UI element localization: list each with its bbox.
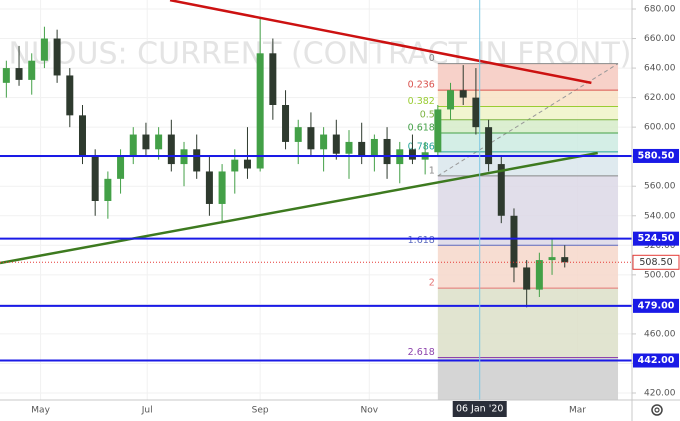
x-tick-label: Mar [569,406,586,416]
candle-body [510,215,518,268]
y-tick-label: 560.00 [644,182,676,192]
candle-body [358,141,366,157]
y-tick-label: 540.00 [644,211,676,221]
fib-level-label: 0.618 [408,123,435,134]
y-tick-label: 420.00 [644,389,676,399]
fib-level-label: 1 [429,165,435,176]
fib-zone [437,119,619,134]
fib-zone [437,90,619,107]
candle-body [345,141,353,154]
candle-body [535,260,543,290]
fib-level-label: 0 [429,53,435,64]
y-tick-label: 600.00 [644,123,676,133]
candles [2,17,569,308]
candle-body [218,171,226,204]
candle-body [459,90,467,98]
y-tick-label: 640.00 [644,64,676,74]
fib-zone [437,288,619,358]
y-tick-label: 680.00 [644,5,676,15]
fib-zone [437,63,619,91]
candle-body [472,97,480,128]
level-tag [633,298,679,313]
last-price-label: 508.50 [639,257,672,268]
candle-body [91,156,99,201]
candle-body [193,149,201,172]
candle-body [408,149,416,160]
candle-body [485,127,493,165]
level-tag-label: 580.50 [638,150,675,161]
candle-body [497,164,505,216]
y-tick-label: 460.00 [644,329,676,339]
candle-body [104,178,112,201]
axes: 420.00440.00460.00480.00500.00520.00540.… [31,5,680,417]
candle-body [28,60,36,80]
candle-body [155,134,163,150]
trendline [0,151,598,265]
level-tag [633,231,679,246]
fib-level-label: 0.786 [408,141,435,152]
fib-zone [437,175,619,246]
settings-icon[interactable] [651,404,663,416]
candle-body [523,267,531,290]
gear-hub[interactable] [654,407,660,413]
candle-body [129,134,137,157]
last-price-tag [632,254,680,270]
candle-body [167,134,175,165]
crosshair-label: 06 Jan '20 [456,404,503,415]
fib-level-label: 2.618 [408,347,435,358]
candle-body [205,171,213,204]
y-tick-label: 620.00 [644,93,676,103]
y-tick-label: 500.00 [644,270,676,280]
candle-body [243,159,251,169]
fib-zone [437,106,619,120]
overlays [0,0,632,400]
candle-body [370,138,378,157]
candle-body [282,105,290,142]
candle-body [447,90,455,110]
level-tag [633,353,679,368]
candle-body [332,134,340,154]
fib-level-label: 1.618 [408,235,435,246]
candle-body [548,257,556,261]
fib-level-label: 0.382 [408,96,435,107]
candle-body [434,109,442,153]
candle-body [269,53,277,105]
candle-body [294,127,302,142]
x-tick-label: Nov [361,406,379,416]
crosshair-tag [452,401,507,417]
fib-extension-area [437,357,619,400]
candle-body [117,156,125,179]
candle-body [561,257,569,263]
fib-level-label: 2 [429,278,435,289]
x-tick-label: Jul [141,406,153,416]
fib-level-label: 0.5 [420,109,435,120]
trendline [169,0,592,85]
gear[interactable] [651,404,663,416]
candle-body [231,159,239,172]
candle-body [320,134,328,150]
fib-level-label: 0.236 [408,80,435,91]
candle-body [256,53,264,169]
candle-body [66,75,74,116]
candle-body [53,38,61,76]
y-tick-label: 520.00 [644,241,676,251]
candle-body [2,68,10,83]
fib-zone [437,133,619,152]
y-tick-label: 660.00 [644,34,676,44]
fibonacci: 0 0.236 0.382 0.5 0.618 0.786 1 1.618 2 2.618 [408,53,619,400]
candle-body [15,68,23,80]
level-tag-label: 524.50 [638,233,675,244]
candle-body [307,127,315,150]
level-tag [633,148,679,163]
candle-body [383,138,391,165]
level-tag-label: 479.00 [638,300,675,311]
x-tick-label: May [31,406,50,416]
level-tag-label: 442.00 [638,355,675,366]
candle-body [40,38,48,61]
candle-body [78,115,86,157]
candle-body [142,134,150,150]
x-tick-label: Sep [252,406,269,416]
